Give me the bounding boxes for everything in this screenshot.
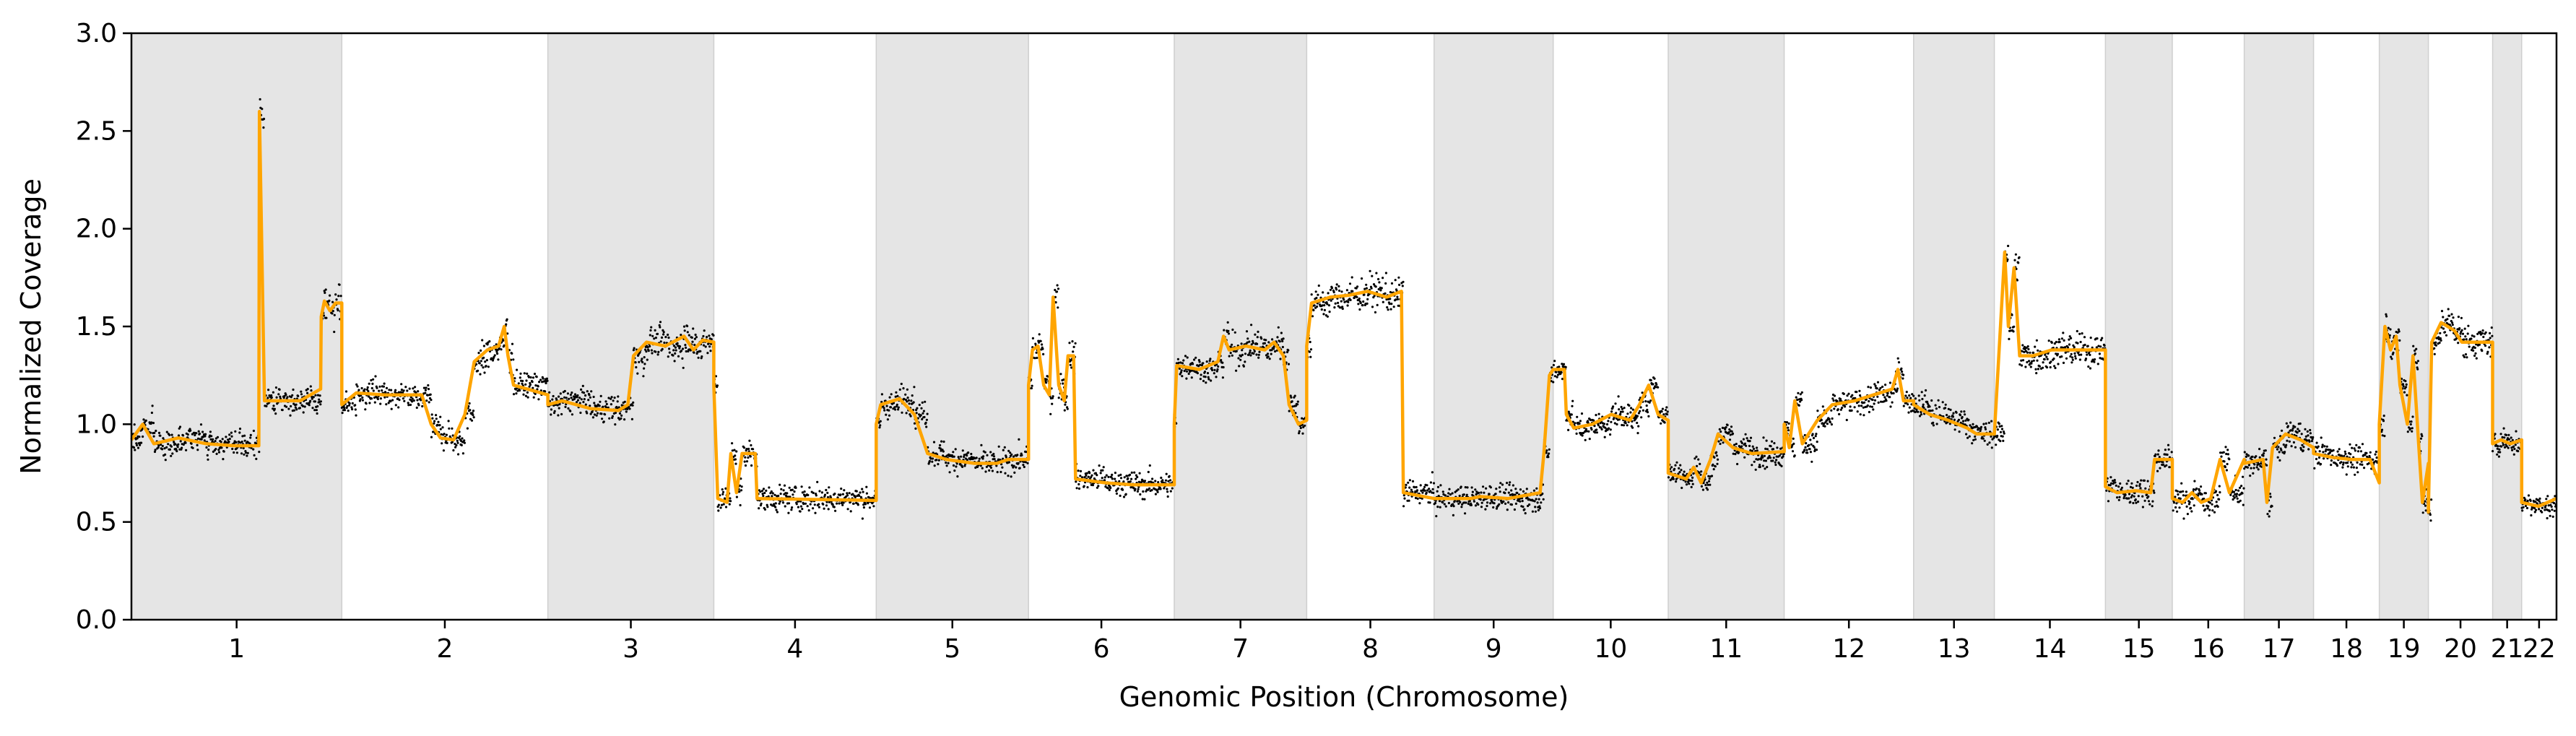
chromosome-shading xyxy=(131,33,2523,620)
chromosome-band-19 xyxy=(2378,33,2429,620)
x-tick-label: 22 xyxy=(2523,634,2556,664)
x-tick-label: 7 xyxy=(1232,634,1249,664)
x-tick-label: 6 xyxy=(1093,634,1110,664)
x-tick-label: 8 xyxy=(1362,634,1379,664)
coverage-points xyxy=(131,98,2557,522)
y-axis-label: Normalized Coverage xyxy=(15,178,47,475)
y-tick-label: 2.0 xyxy=(76,215,117,244)
y-tick-label: 1.0 xyxy=(76,410,117,439)
chromosome-band-9 xyxy=(1434,33,1554,620)
x-tick-label: 5 xyxy=(944,634,960,664)
x-tick-label: 16 xyxy=(2192,634,2225,664)
chromosome-band-13 xyxy=(1913,33,1995,620)
x-tick-label: 13 xyxy=(1938,634,1971,664)
x-tick-label: 21 xyxy=(2491,634,2524,664)
chromosome-band-11 xyxy=(1668,33,1785,620)
x-tick-label: 10 xyxy=(1594,634,1627,664)
y-tick-label: 0.5 xyxy=(76,508,117,537)
chromosome-band-3 xyxy=(547,33,715,620)
chromosome-band-5 xyxy=(875,33,1029,620)
x-axis-label: Genomic Position (Chromosome) xyxy=(1119,681,1569,713)
segment-line-layer xyxy=(130,110,2557,514)
y-tick-label: 3.0 xyxy=(76,19,117,48)
x-tick-label: 9 xyxy=(1486,634,1502,664)
x-tick-label: 15 xyxy=(2122,634,2156,664)
x-tick-label: 17 xyxy=(2263,634,2296,664)
chromosome-band-15 xyxy=(2104,33,2173,620)
y-tick-label: 1.5 xyxy=(76,312,117,342)
x-tick-label: 2 xyxy=(436,634,453,664)
x-tick-label: 12 xyxy=(1832,634,1865,664)
chromosome-band-1 xyxy=(131,33,343,620)
coverage-point-cloud xyxy=(131,98,2557,522)
chromosome-band-21 xyxy=(2492,33,2523,620)
x-tick-label: 14 xyxy=(2034,634,2067,664)
x-tick-label: 3 xyxy=(623,634,639,664)
segment-line xyxy=(130,110,2557,514)
y-tick-label: 2.5 xyxy=(76,116,117,146)
x-tick-label: 20 xyxy=(2444,634,2477,664)
plot-frame xyxy=(130,32,2558,621)
y-axis: 0.0 0.5 1.0 1.5 2.0 2.5 3.0 xyxy=(76,19,131,635)
x-tick-label: 11 xyxy=(1709,634,1743,664)
y-tick-label: 0.0 xyxy=(76,605,117,635)
chromosome-band-17 xyxy=(2243,33,2315,620)
x-tick-label: 18 xyxy=(2330,634,2363,664)
x-tick-label: 19 xyxy=(2388,634,2421,664)
x-tick-label: 1 xyxy=(228,634,245,664)
chromosome-band-7 xyxy=(1174,33,1308,620)
x-tick-label: 4 xyxy=(786,634,803,664)
